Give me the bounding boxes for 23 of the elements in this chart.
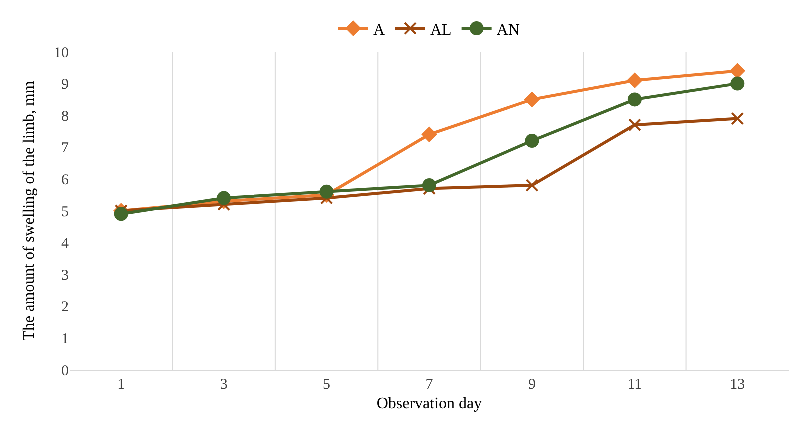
y-tick-label: 0: [62, 363, 69, 380]
x-axis-title: Observation day: [376, 396, 482, 413]
y-tick-label: 3: [62, 268, 69, 284]
y-tick-label: 2: [62, 300, 69, 316]
y-axis-title: The amount of swelling of the limb, mm: [20, 80, 38, 341]
x-tick-label: 11: [628, 377, 642, 393]
legend-label: AN: [496, 22, 520, 39]
x-tick-label: 3: [220, 377, 228, 393]
x-tick-label: 1: [118, 377, 126, 393]
y-tick-label: 9: [62, 77, 69, 94]
y-tick-label: 4: [62, 236, 70, 252]
y-tick-label: 1: [62, 331, 69, 348]
y-tick-label: 6: [62, 172, 70, 188]
legend-label: AL: [430, 22, 452, 39]
legend-label: A: [374, 22, 386, 39]
y-tick-label: 7: [62, 140, 70, 157]
y-tick-label: 5: [62, 204, 69, 220]
x-tick-label: 5: [323, 377, 331, 393]
x-tick-label: 13: [730, 377, 746, 393]
y-tick-label: 8: [62, 108, 69, 125]
x-tick-label: 7: [426, 377, 434, 393]
x-tick-label: 9: [528, 377, 536, 393]
y-tick-label: 10: [54, 45, 69, 62]
